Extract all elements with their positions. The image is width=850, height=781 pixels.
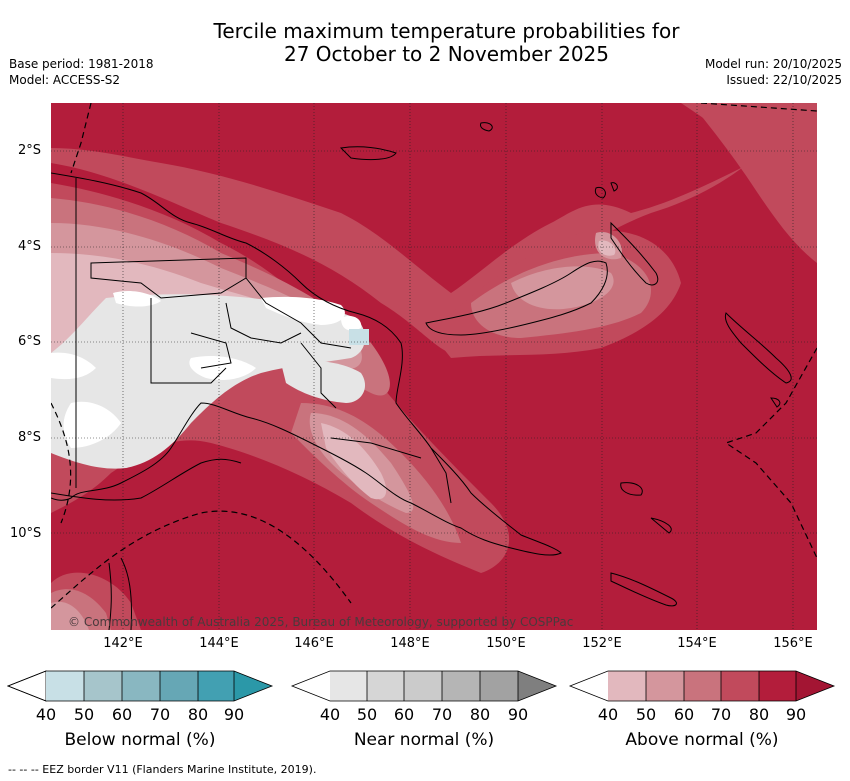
near-swatch-40 (330, 671, 367, 701)
meta-left: Base period: 1981-2018 Model: ACCESS-S2 (9, 56, 154, 88)
near-tick-80: 80 (469, 705, 491, 724)
below-swatch-80 (198, 671, 234, 701)
above-swatch-70 (721, 671, 759, 701)
near-tick-90: 90 (507, 705, 529, 724)
above-swatch-40 (608, 671, 646, 701)
below-swatch-90 (234, 671, 272, 701)
field-near-40 (51, 294, 366, 469)
colorbars (6, 670, 836, 702)
issued-text: Issued: 22/10/2025 (726, 73, 842, 87)
model-run-text: Model run: 20/10/2025 (704, 57, 842, 71)
above-tick-50: 50 (635, 705, 657, 724)
title-line-1: Tercile maximum temperature probabilitie… (213, 19, 680, 43)
lon-label-144e: 144°E (199, 636, 239, 651)
lat-label-6s: 6°S (18, 334, 42, 349)
coastlines (51, 122, 792, 630)
lon-label-146e: 146°E (294, 636, 334, 651)
above-tick-70: 70 (710, 705, 732, 724)
below-swatch-60 (122, 671, 160, 701)
below-normal-title: Below normal (%) (64, 730, 216, 750)
above-tick-40: 40 (597, 705, 619, 724)
colorbar-above (568, 670, 836, 702)
eez-footnote: -- -- -- EEZ border V11 (Flanders Marine… (8, 763, 317, 776)
near-swatch-50 (367, 671, 404, 701)
probability-map: © Commonwealth of Australia 2025, Bureau… (51, 103, 817, 630)
lon-label-148e: 148°E (390, 636, 430, 651)
near-tick-50: 50 (356, 705, 378, 724)
meta-right: Model run: 20/10/2025 Issued: 22/10/2025 (705, 56, 842, 88)
above-swatch-80 (759, 671, 796, 701)
lat-label-8s: 8°S (18, 430, 42, 445)
near-tick-40: 40 (319, 705, 341, 724)
lat-label-10s: 10°S (10, 526, 42, 541)
above-tick-60: 60 (673, 705, 695, 724)
copyright-text: © Commonwealth of Australia 2025, Bureau… (68, 615, 573, 629)
below-swatch-70 (160, 671, 198, 701)
above-tick-90: 90 (785, 705, 807, 724)
map-panel: © Commonwealth of Australia 2025, Bureau… (51, 103, 817, 630)
lon-label-142e: 142°E (103, 636, 143, 651)
above-swatch-50 (646, 671, 684, 701)
below-tick-90: 90 (223, 705, 245, 724)
lon-label-156e: 156°E (773, 636, 813, 651)
above-normal-title: Above normal (%) (625, 730, 779, 750)
above-swatch-90 (796, 671, 834, 701)
lon-label-150e: 150°E (486, 636, 526, 651)
near-swatch-80 (480, 671, 518, 701)
below-tick-70: 70 (149, 705, 171, 724)
near-tick-60: 60 (393, 705, 415, 724)
colorbar-near (290, 670, 558, 702)
above-swatch-60 (684, 671, 721, 701)
field-no-signal (51, 290, 362, 448)
title-line-2: 27 October to 2 November 2025 (283, 42, 610, 66)
near-swatch-60 (404, 671, 442, 701)
lon-label-152e: 152°E (582, 636, 622, 651)
colorbar-below (6, 670, 274, 702)
base-period-text: Base period: 1981-2018 (9, 57, 154, 71)
below-tick-50: 50 (73, 705, 95, 724)
below-swatch-50 (84, 671, 122, 701)
near-swatch-90 (518, 671, 556, 701)
below-tick-40: 40 (35, 705, 57, 724)
graticule (51, 103, 817, 630)
lat-label-4s: 4°S (18, 239, 42, 254)
lat-label-2s: 2°S (18, 143, 42, 158)
near-swatch-70 (442, 671, 480, 701)
near-normal-title: Near normal (%) (353, 730, 495, 750)
field-below-40 (349, 329, 369, 345)
below-swatch-40 (46, 671, 84, 701)
model-text: Model: ACCESS-S2 (9, 73, 121, 87)
eez-borders (51, 103, 817, 609)
lon-label-154e: 154°E (677, 636, 717, 651)
below-tick-60: 60 (111, 705, 133, 724)
map-title: Tercile maximum temperature probabilitie… (0, 20, 850, 66)
above-tick-80: 80 (748, 705, 770, 724)
near-tick-70: 70 (431, 705, 453, 724)
below-tick-80: 80 (187, 705, 209, 724)
